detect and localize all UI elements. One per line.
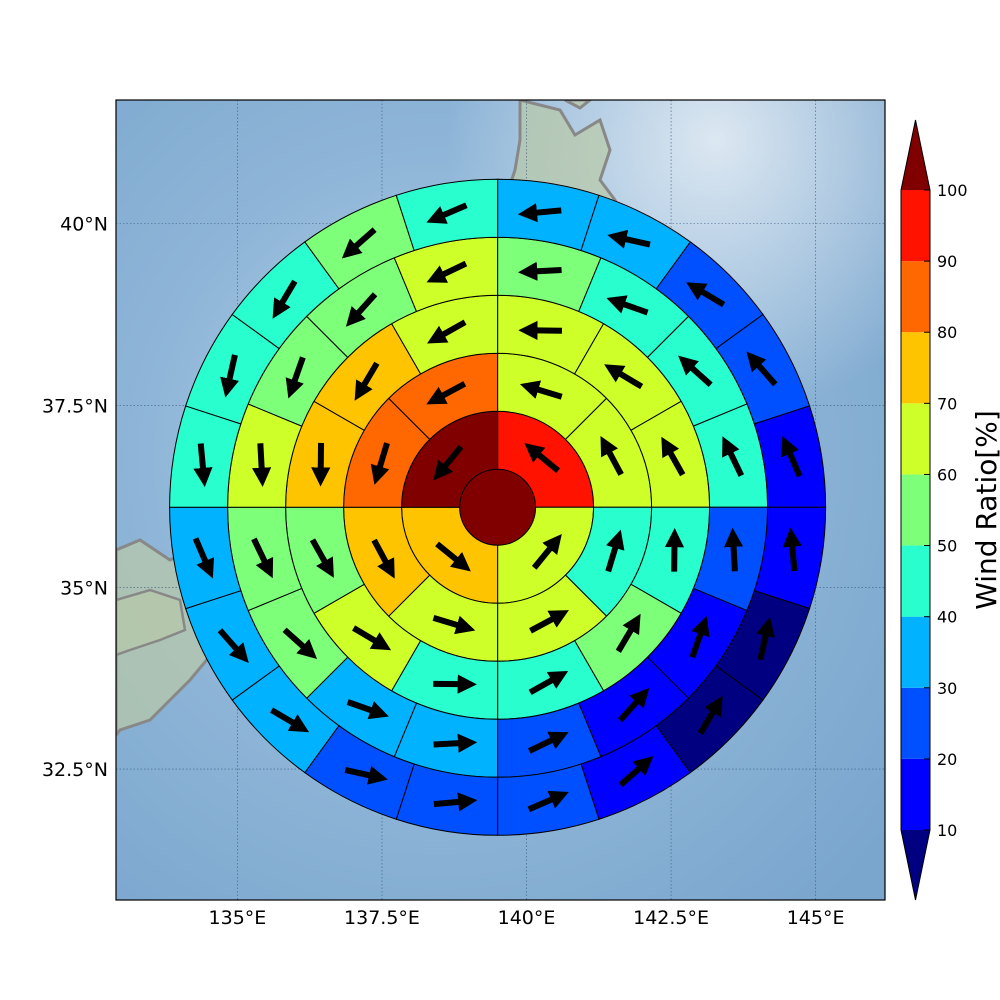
wind-arrow xyxy=(529,610,569,634)
wind-arrow xyxy=(781,436,803,478)
x-tick-label: 137.5°E xyxy=(344,907,420,929)
map-panel xyxy=(115,99,886,901)
colorbar-under-extension xyxy=(901,830,930,900)
wind-arrow xyxy=(341,227,377,259)
wind-arrow xyxy=(697,695,723,735)
wind-arrow xyxy=(617,687,650,723)
colorbar-tick-label: 30 xyxy=(937,679,957,698)
colorbar-tick-label: 60 xyxy=(937,465,957,484)
wind-arrow xyxy=(528,670,569,695)
wind-arrow xyxy=(600,435,624,476)
wind-arrow xyxy=(524,443,561,473)
wind-arrow xyxy=(661,436,686,477)
y-tick-label: 37.5°N xyxy=(42,395,108,417)
wind-arrow xyxy=(527,790,569,813)
wind-arrow xyxy=(220,354,239,398)
wind-arrow xyxy=(370,442,390,485)
wind-arrow xyxy=(519,380,563,400)
wind-arrow xyxy=(607,229,651,249)
x-tick-label: 140°E xyxy=(498,907,556,929)
colorbar-title: Wind Ratio[%] xyxy=(970,410,1000,610)
wind-arrow xyxy=(618,756,654,788)
wind-arrow xyxy=(371,538,395,579)
wind-arrow xyxy=(605,529,625,573)
wind-arrow xyxy=(285,356,306,399)
colorbar-level xyxy=(901,687,930,759)
wind-arrow xyxy=(527,731,569,754)
colorbar: 10 20 30 40 50 60 70 80 90 100 xyxy=(900,119,968,901)
y-tick-label: 35°N xyxy=(60,577,108,599)
wind-arrow xyxy=(427,319,467,344)
wind-arrow xyxy=(252,443,272,487)
wind-arrow xyxy=(723,527,744,572)
wind-arrow xyxy=(346,699,389,720)
y-axis-ticks: 32.5°N 35°N 37.5°N 40°N xyxy=(42,214,108,781)
wind-arrow xyxy=(782,527,802,572)
colorbar-over-extension xyxy=(901,120,930,190)
wind-arrow xyxy=(606,295,649,316)
map-frame xyxy=(115,99,886,901)
x-axis-ticks: 135°E 137.5°E 140°E 142.5°E 145°E xyxy=(209,907,845,929)
wind-arrow xyxy=(615,613,641,653)
wind-arrow xyxy=(193,443,213,488)
wind-arrow xyxy=(217,628,249,664)
wind-arrow xyxy=(433,792,478,812)
colorbar-tick-label: 10 xyxy=(937,821,957,840)
wind-arrow xyxy=(746,351,778,387)
colorbar-level xyxy=(901,616,930,688)
wind-arrow xyxy=(354,361,380,401)
wind-arrow xyxy=(345,292,378,327)
wind-arrow xyxy=(282,627,318,659)
wind-arrow xyxy=(435,541,471,572)
colorbar-tick-label: 50 xyxy=(937,537,957,556)
colorbar-level xyxy=(901,261,930,333)
wind-arrow xyxy=(432,614,476,635)
wind-arrow xyxy=(689,616,710,659)
colorbar-tick-label: 70 xyxy=(937,394,957,413)
wind-arrow xyxy=(270,707,310,733)
colorbar-tick-label: 100 xyxy=(937,181,968,200)
land-shikoku xyxy=(116,588,187,657)
wind-arrow xyxy=(531,534,562,570)
wind-arrow xyxy=(251,537,274,579)
wind-arrow xyxy=(272,279,298,319)
colorbar-tick-label: 20 xyxy=(937,750,957,769)
colorbar-level xyxy=(901,332,930,404)
wind-arrow xyxy=(426,260,468,283)
colorbar-level xyxy=(901,190,930,262)
y-tick-label: 40°N xyxy=(60,214,108,236)
wind-arrow xyxy=(604,364,644,390)
x-tick-label: 145°E xyxy=(787,907,845,929)
colorbar-tick-label: 90 xyxy=(937,252,957,271)
wind-arrow xyxy=(192,537,215,579)
colorbar-level xyxy=(901,474,930,546)
wind-arrow xyxy=(518,261,562,281)
wind-ratio-sectors xyxy=(169,178,827,836)
colorbar-level xyxy=(901,758,930,830)
colorbar-level xyxy=(901,545,930,617)
x-tick-label: 135°E xyxy=(209,907,267,929)
y-tick-label: 32.5°N xyxy=(42,759,108,781)
wind-arrow xyxy=(433,444,464,481)
wind-arrow xyxy=(686,282,726,308)
colorbar-level xyxy=(901,403,930,475)
wind-arrow xyxy=(344,765,388,785)
wind-arrow xyxy=(309,538,334,578)
colorbar-tick-label: 40 xyxy=(937,608,957,627)
wind-vector-arrows xyxy=(192,202,803,813)
wind-arrow xyxy=(756,617,776,661)
wind-arrow xyxy=(426,202,468,224)
land-hokkaido-tip xyxy=(564,100,593,110)
colorbar-tick-label: 80 xyxy=(937,323,957,342)
wind-arrow xyxy=(517,203,562,223)
wind-arrow xyxy=(352,625,392,651)
wind-arrow xyxy=(433,733,478,753)
wind-arrow xyxy=(426,381,467,405)
wind-arrow xyxy=(678,355,713,387)
wind-arrow xyxy=(722,436,745,477)
x-tick-label: 142.5°E xyxy=(633,907,709,929)
